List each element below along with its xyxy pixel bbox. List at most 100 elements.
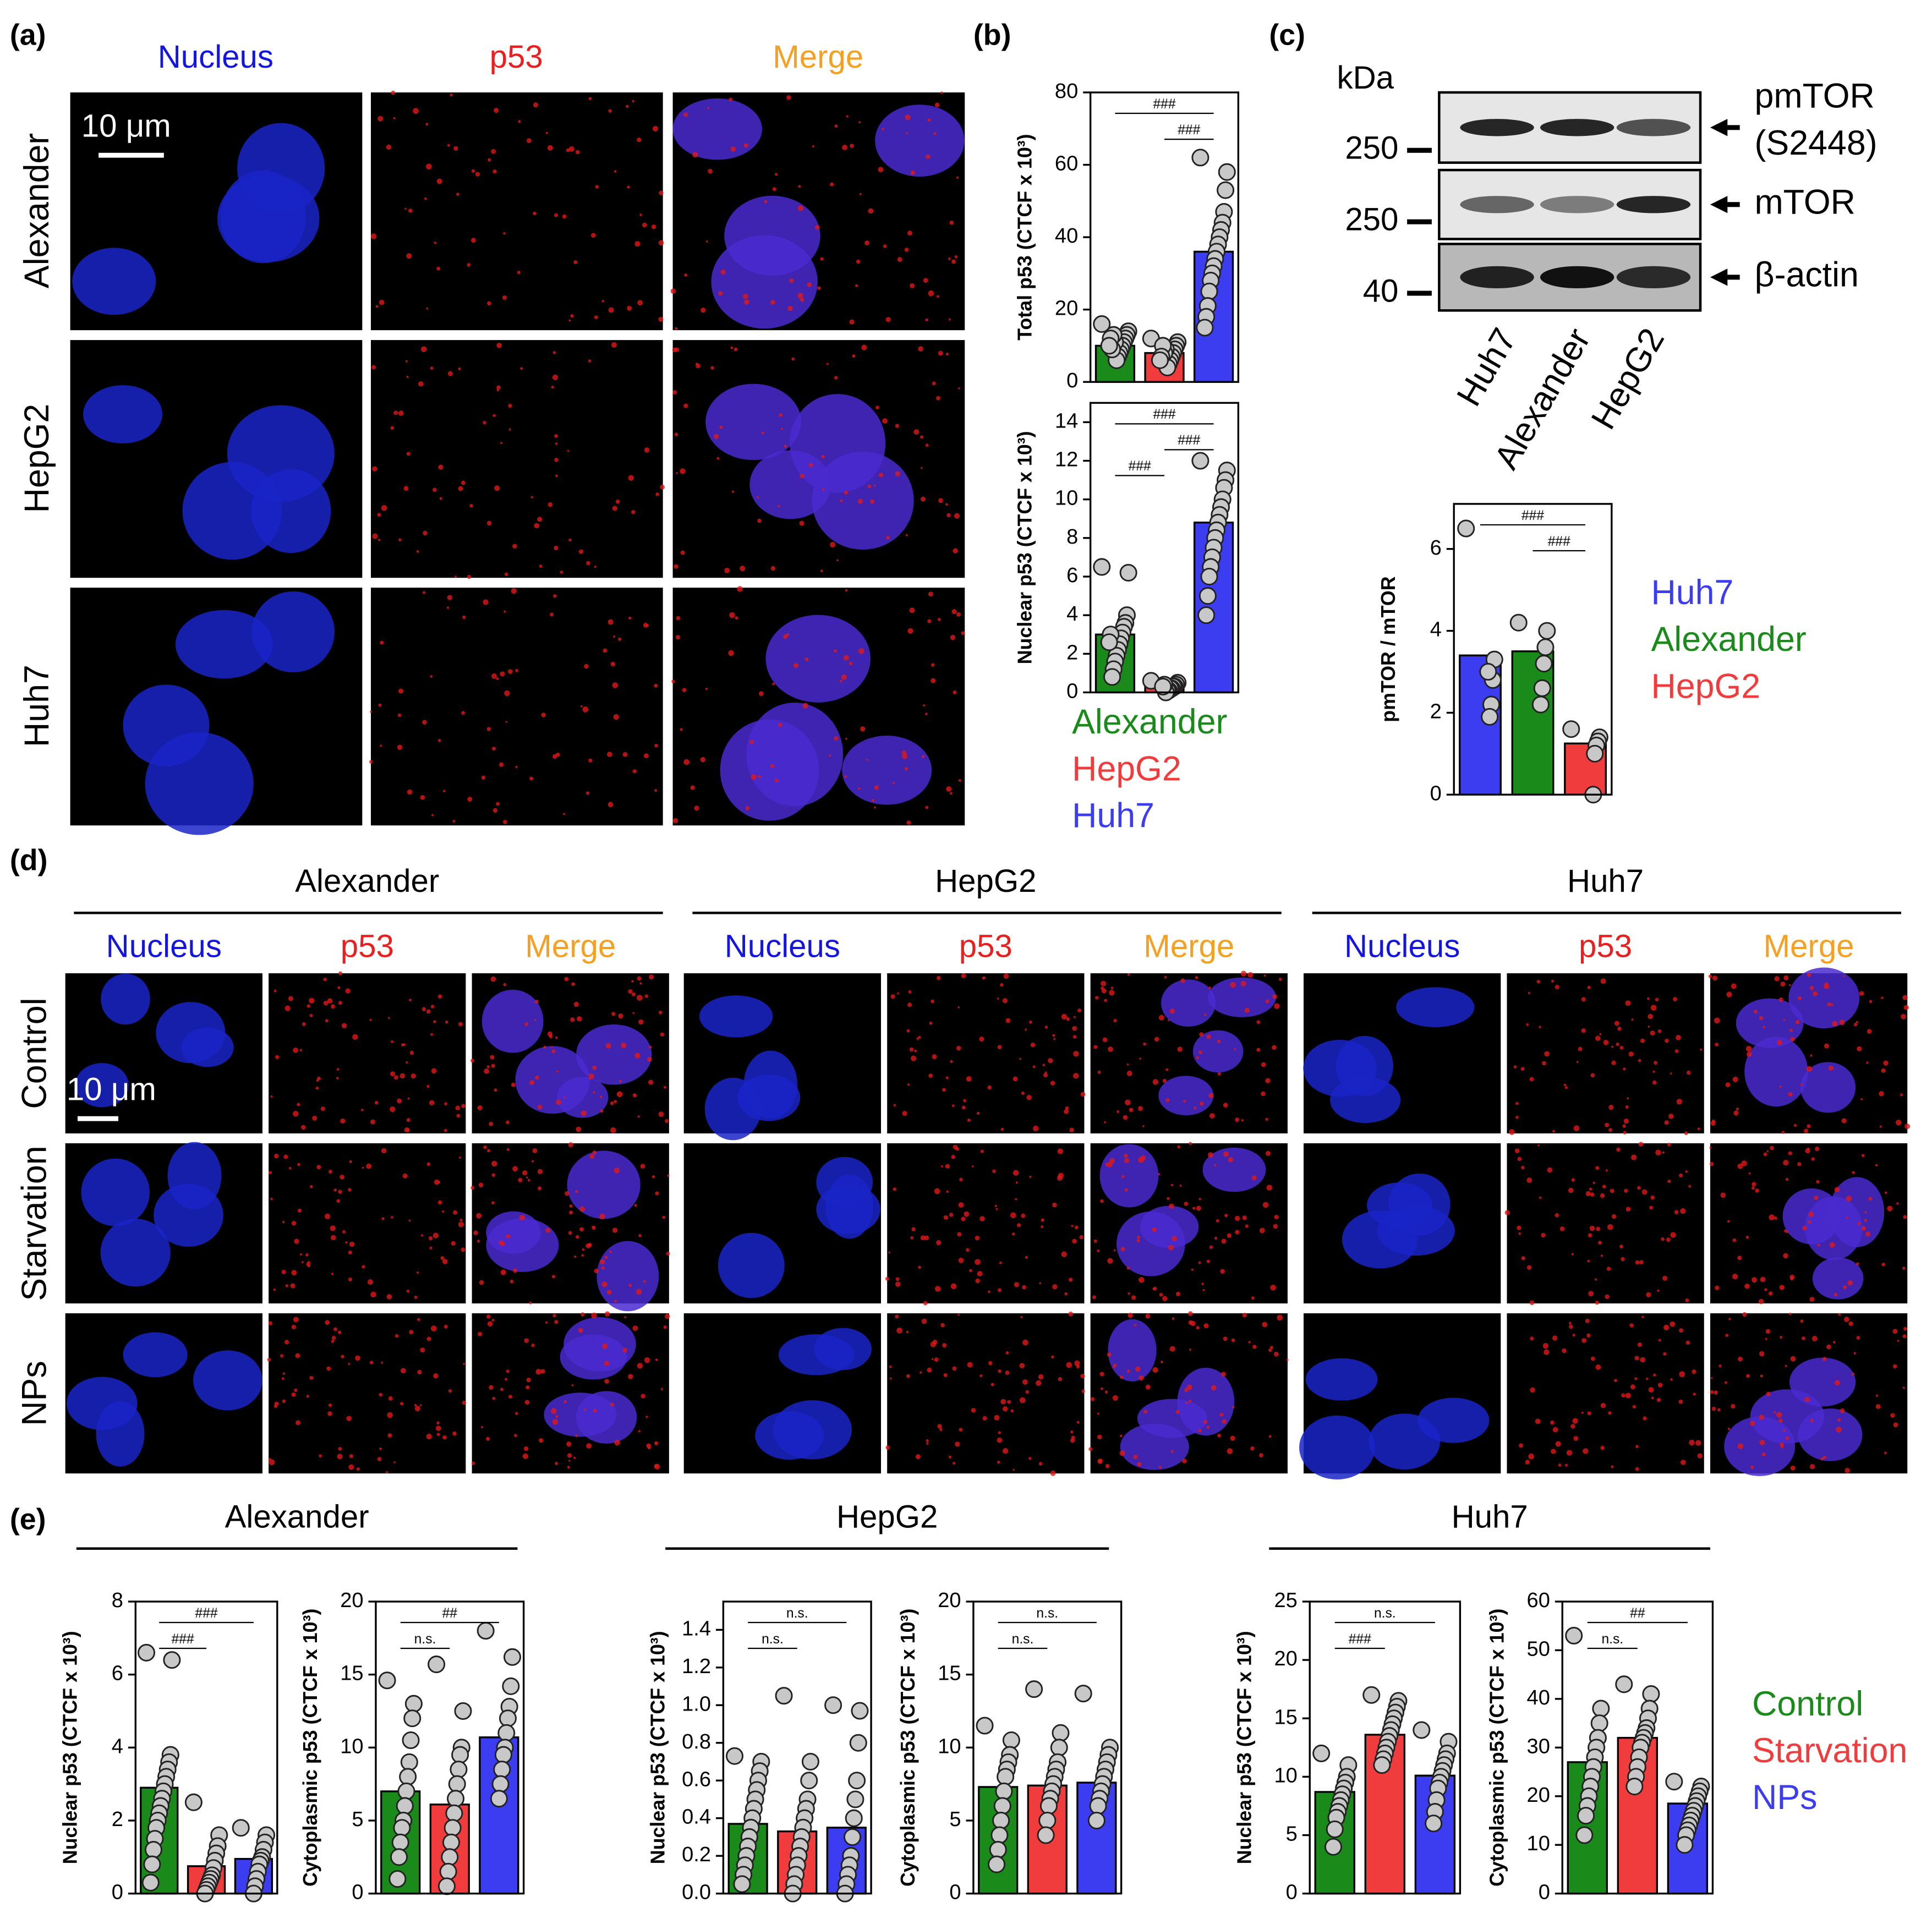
p53-speckle — [1097, 1434, 1102, 1440]
p53-speckle — [936, 1240, 942, 1246]
p53-speckle — [1012, 1468, 1015, 1471]
micrograph-bg — [887, 973, 1085, 1134]
micrograph — [369, 588, 663, 826]
p53-speckle — [897, 257, 902, 262]
p53-speckle — [619, 1079, 622, 1083]
p53-speckle — [1158, 1015, 1165, 1021]
p53-speckle — [757, 518, 762, 523]
micrograph — [671, 586, 965, 826]
p53-speckle — [893, 1187, 897, 1191]
data-point — [141, 1873, 160, 1892]
nucleus — [1158, 1076, 1214, 1116]
p53-speckle — [282, 1399, 286, 1404]
nucleus — [1137, 1399, 1207, 1438]
p53-speckle — [506, 1148, 510, 1152]
p53-speckle — [658, 316, 664, 322]
p53-speckle — [749, 739, 754, 744]
p53-speckle — [934, 1188, 940, 1194]
data-point — [1642, 1685, 1660, 1703]
nucleus — [567, 1150, 641, 1219]
p53-speckle — [1154, 1037, 1159, 1042]
p53-speckle — [1848, 1321, 1853, 1326]
p53-speckle — [476, 1213, 482, 1219]
p53-speckle — [1529, 1300, 1535, 1306]
p53-speckle — [522, 1170, 528, 1176]
p53-speckle — [500, 441, 502, 444]
p53-speckle — [1159, 1292, 1163, 1297]
p53-speckle — [1635, 1467, 1639, 1471]
y-tick-label: 4 — [1430, 618, 1442, 642]
data-point — [1050, 1739, 1068, 1757]
data-point — [733, 1875, 751, 1893]
data-point — [1093, 558, 1111, 576]
p53-speckle — [609, 1250, 612, 1253]
p53-speckle — [1625, 1105, 1629, 1109]
p53-speckle — [342, 1230, 346, 1234]
p53-speckle — [1077, 1008, 1082, 1013]
p53-speckle — [1139, 1375, 1144, 1381]
blot-marker: 250 — [1345, 201, 1398, 237]
p53-speckle — [1785, 1177, 1789, 1181]
p53-speckle — [1152, 1367, 1158, 1373]
nucleus — [1388, 1173, 1451, 1236]
p53-speckle — [422, 720, 427, 725]
p53-speckle — [408, 1219, 411, 1222]
p53-speckle — [1640, 1038, 1645, 1043]
p53-speckle — [1180, 978, 1185, 983]
p53-speckle — [1768, 1291, 1773, 1296]
p53-speckle — [997, 1437, 1003, 1443]
p53-speckle — [470, 1186, 475, 1190]
p53-speckle — [1126, 1063, 1129, 1066]
p53-speckle — [439, 497, 442, 500]
p53-speckle — [1558, 1463, 1562, 1467]
p53-speckle — [1052, 1034, 1055, 1037]
p53-speckle — [860, 726, 866, 732]
p53-speckle — [420, 794, 425, 800]
p53-speckle — [1152, 1227, 1157, 1232]
p53-speckle — [562, 214, 567, 219]
p53-speckle — [1741, 1160, 1747, 1166]
micrograph — [1504, 1142, 1704, 1306]
p53-speckle — [585, 791, 590, 795]
p53-speckle — [886, 536, 890, 540]
p53-speckle — [297, 1103, 300, 1106]
p53-speckle — [1839, 1019, 1845, 1026]
p53-speckle — [377, 116, 384, 122]
p53-speckle — [563, 813, 565, 815]
nucleus — [182, 462, 282, 560]
p53-speckle — [889, 1377, 892, 1380]
p53-speckle — [1113, 1363, 1117, 1367]
p53-speckle — [953, 1461, 956, 1465]
p53-speckle — [1592, 1181, 1595, 1185]
p53-speckle — [1042, 1064, 1046, 1067]
p53-speckle — [961, 1216, 966, 1221]
data-point — [437, 1877, 456, 1895]
p53-speckle — [628, 616, 632, 620]
p53-speckle — [1685, 1170, 1688, 1173]
p53-speckle — [273, 1289, 276, 1291]
p53-speckle — [1564, 1086, 1568, 1089]
y-axis-label: Cytoplasmic p53 (CTCF x 10³) — [299, 1609, 321, 1887]
p53-speckle — [1784, 1229, 1787, 1233]
p53-speckle — [946, 786, 952, 792]
p53-speckle — [494, 485, 500, 491]
p53-speckle — [1746, 1374, 1750, 1378]
p53-speckle — [282, 1372, 286, 1375]
p53-speckle — [1274, 1214, 1279, 1220]
p53-speckle — [455, 575, 457, 578]
p53-speckle — [1022, 1285, 1026, 1290]
p53-speckle — [1595, 1035, 1601, 1042]
p53-speckle — [576, 1016, 582, 1022]
nucleus — [167, 1142, 222, 1210]
p53-speckle — [489, 1385, 494, 1390]
p53-speckle — [589, 1077, 592, 1080]
p53-speckle — [607, 802, 614, 808]
p53-speckle — [1630, 1384, 1635, 1390]
p53-speckle — [1028, 1456, 1032, 1460]
p53-speckle — [1731, 983, 1737, 989]
p53-speckle — [1101, 988, 1107, 994]
p53-speckle — [579, 1206, 585, 1212]
p53-speckle — [1145, 1384, 1151, 1390]
p53-speckle — [1823, 1455, 1827, 1459]
p53-speckle — [444, 1128, 447, 1132]
